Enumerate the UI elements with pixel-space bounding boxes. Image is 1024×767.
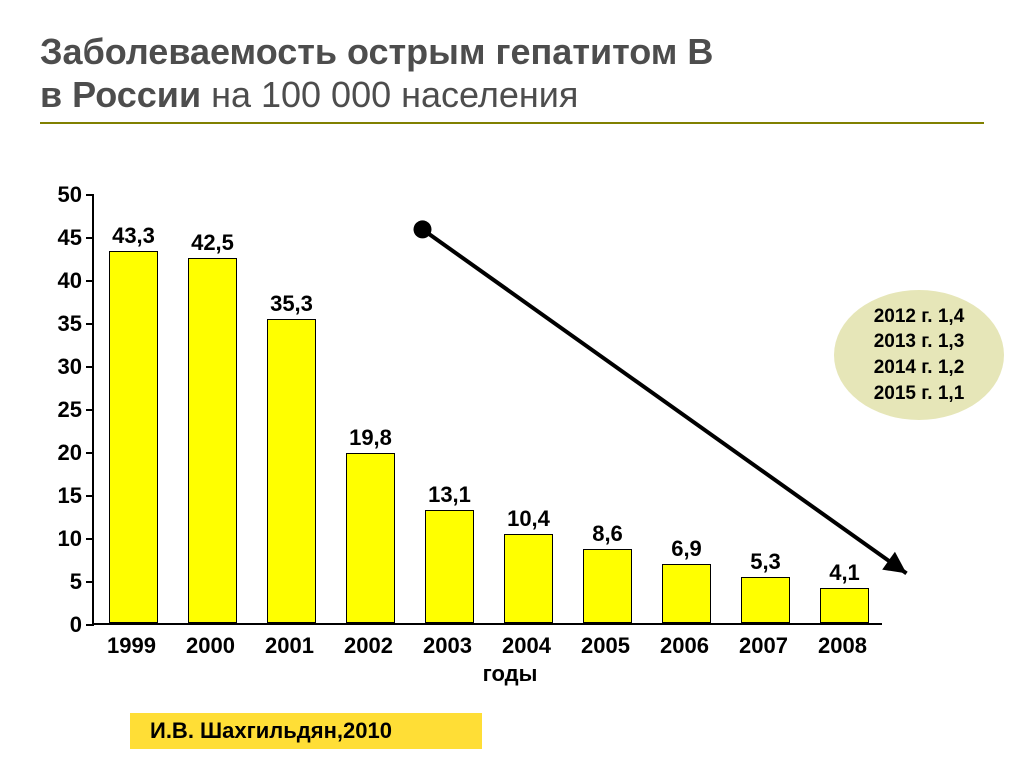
x-tick-label: 2007 xyxy=(739,633,788,659)
slide-title: Заболеваемость острым гепатитом В в Росс… xyxy=(40,30,984,124)
x-tick-label: 2006 xyxy=(660,633,709,659)
title-line-1: Заболеваемость острым гепатитом В xyxy=(40,30,984,73)
bar-value-label: 13,1 xyxy=(428,482,471,508)
y-tick-mark xyxy=(86,280,94,282)
bar xyxy=(188,258,237,624)
y-tick-mark xyxy=(86,624,94,626)
x-tick-label: 2008 xyxy=(818,633,867,659)
callout-line: 2012 г. 1,4 xyxy=(874,304,965,330)
bar xyxy=(267,319,316,623)
y-tick-mark xyxy=(86,538,94,540)
y-tick-label: 10 xyxy=(38,526,82,552)
x-tick-label: 2002 xyxy=(344,633,393,659)
callout-ellipse: 2012 г. 1,4 2013 г. 1,3 2014 г. 1,2 2015… xyxy=(834,290,1004,420)
callout-line: 2015 г. 1,1 xyxy=(874,381,965,407)
title-underline xyxy=(40,122,984,124)
y-tick-label: 35 xyxy=(38,311,82,337)
bar xyxy=(109,251,158,623)
x-tick-label: 2003 xyxy=(423,633,472,659)
y-tick-label: 45 xyxy=(38,225,82,251)
bar xyxy=(820,588,869,623)
bar-value-label: 35,3 xyxy=(270,291,313,317)
y-tick-label: 20 xyxy=(38,440,82,466)
callout-line: 2014 г. 1,2 xyxy=(874,355,965,381)
y-tick-label: 50 xyxy=(38,182,82,208)
y-tick-mark xyxy=(86,237,94,239)
y-axis: 05101520253035404550 xyxy=(40,195,88,625)
bar-value-label: 5,3 xyxy=(750,549,781,575)
title-line-2: в России на 100 000 населения xyxy=(40,73,984,116)
bar-value-label: 43,3 xyxy=(112,223,155,249)
y-tick-label: 15 xyxy=(38,483,82,509)
bar xyxy=(662,564,711,623)
x-tick-label: 1999 xyxy=(107,633,156,659)
y-tick-mark xyxy=(86,452,94,454)
bar-value-label: 6,9 xyxy=(671,536,702,562)
bar-value-label: 8,6 xyxy=(592,521,623,547)
source-citation: И.В. Шахгильдян,2010 xyxy=(130,713,482,749)
bar-value-label: 42,5 xyxy=(191,230,234,256)
bar-value-label: 4,1 xyxy=(829,560,860,586)
bar-chart: 05101520253035404550 43,342,535,319,813,… xyxy=(40,195,980,695)
y-tick-label: 0 xyxy=(38,612,82,638)
bar-value-label: 19,8 xyxy=(349,425,392,451)
y-tick-mark xyxy=(86,495,94,497)
bar xyxy=(504,534,553,623)
y-tick-label: 25 xyxy=(38,397,82,423)
y-tick-mark xyxy=(86,409,94,411)
bar-value-label: 10,4 xyxy=(507,506,550,532)
bar xyxy=(425,510,474,623)
bar xyxy=(741,577,790,623)
y-tick-mark xyxy=(86,581,94,583)
plot-area: 43,3 42,5 35,3 19,8 13,1 10,4 8,6 6,9 5,3 4,1 xyxy=(92,195,882,625)
x-tick-label: 2000 xyxy=(186,633,235,659)
y-tick-label: 5 xyxy=(38,569,82,595)
bar xyxy=(583,549,632,623)
x-tick-label: 2004 xyxy=(502,633,551,659)
y-tick-mark xyxy=(86,323,94,325)
x-tick-label: 2001 xyxy=(265,633,314,659)
y-tick-mark xyxy=(86,194,94,196)
x-axis-title: годы xyxy=(483,661,538,687)
callout-line: 2013 г. 1,3 xyxy=(874,329,965,355)
y-tick-label: 40 xyxy=(38,268,82,294)
x-tick-label: 2005 xyxy=(581,633,630,659)
y-tick-mark xyxy=(86,366,94,368)
bar xyxy=(346,453,395,623)
y-tick-label: 30 xyxy=(38,354,82,380)
